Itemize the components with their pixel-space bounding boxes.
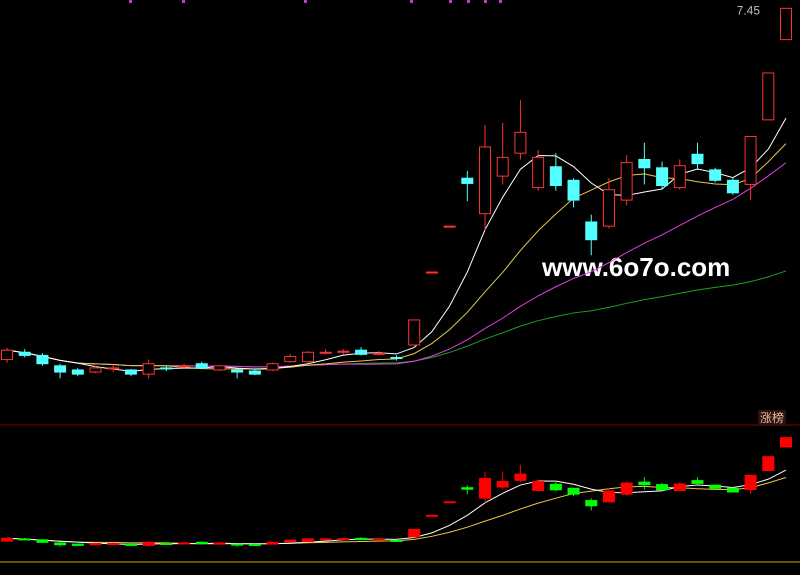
candle-body bbox=[620, 162, 633, 201]
candle-body bbox=[673, 165, 686, 189]
lower-candle-body bbox=[549, 483, 562, 491]
lower-candle-body bbox=[71, 543, 84, 546]
lower-candle-body bbox=[408, 528, 421, 538]
candle-body bbox=[54, 365, 67, 373]
lower-candle-body bbox=[248, 543, 261, 546]
lower-candle-body bbox=[54, 542, 67, 546]
lower-candle-body bbox=[1, 537, 13, 542]
lower-candle-body bbox=[567, 487, 580, 495]
lower-candle-body bbox=[390, 539, 403, 542]
candle-body bbox=[178, 365, 191, 368]
lower-candle-body bbox=[213, 542, 226, 545]
candle-body bbox=[18, 351, 31, 356]
candle-body bbox=[36, 354, 49, 365]
lower-candle-body bbox=[124, 543, 137, 546]
lower-candle-body bbox=[443, 501, 456, 504]
candle-body bbox=[284, 355, 297, 363]
lower-candle-body bbox=[638, 481, 651, 486]
candle-body bbox=[89, 367, 102, 373]
lower-candle-body bbox=[337, 538, 350, 541]
lower-candle-body bbox=[691, 480, 704, 484]
lower-candle-body bbox=[160, 543, 173, 546]
lower-candle-body bbox=[673, 483, 686, 491]
lower-candle-body bbox=[726, 487, 739, 493]
lower-candle-body bbox=[496, 481, 509, 488]
lower-candle-body bbox=[744, 474, 757, 491]
lower-candle-body bbox=[762, 456, 775, 471]
panel-label-box bbox=[758, 410, 786, 426]
lower-candle-body bbox=[656, 484, 669, 491]
candle-body bbox=[638, 158, 651, 169]
lower-candle-body bbox=[620, 482, 633, 495]
candle-body bbox=[301, 351, 314, 363]
lower-candle-body bbox=[266, 541, 279, 545]
candle-body bbox=[71, 369, 84, 375]
candle-body bbox=[762, 72, 775, 121]
panel-label: 涨榜 bbox=[760, 410, 784, 425]
lower-candle-body bbox=[178, 542, 191, 545]
candle-body bbox=[266, 363, 279, 371]
lower-candle-body bbox=[142, 541, 155, 546]
lower-candle-body bbox=[479, 477, 492, 499]
candle-body bbox=[425, 271, 438, 274]
candle-body bbox=[780, 7, 792, 41]
candle-body bbox=[195, 363, 208, 369]
candle-body bbox=[408, 319, 421, 346]
candle-body bbox=[248, 370, 261, 375]
candle-body bbox=[160, 367, 173, 370]
candle-body bbox=[691, 153, 704, 165]
candle-body bbox=[532, 156, 545, 189]
candle-body bbox=[355, 349, 368, 355]
candle-body bbox=[142, 363, 155, 375]
lower-candle-body bbox=[461, 487, 474, 490]
candle-body bbox=[213, 365, 226, 371]
lower-candle-body bbox=[89, 543, 102, 546]
top-markers bbox=[129, 0, 502, 3]
lower-candle-body bbox=[780, 437, 792, 448]
candle-body bbox=[124, 369, 137, 375]
candle-body bbox=[231, 369, 244, 373]
lower-candle-body bbox=[372, 538, 385, 541]
candle-body bbox=[514, 131, 527, 154]
lower-candle-body bbox=[301, 538, 314, 543]
lower-candle-body bbox=[425, 514, 438, 517]
lower-candle-body bbox=[319, 538, 332, 541]
candle-body bbox=[461, 177, 474, 184]
candle-body bbox=[709, 169, 722, 181]
price-label: 7.45 bbox=[737, 3, 761, 17]
lower-candle-body bbox=[107, 543, 120, 546]
candle-body bbox=[549, 166, 562, 187]
candle-body bbox=[443, 225, 456, 228]
candle-body bbox=[602, 189, 615, 227]
candle-body bbox=[390, 356, 403, 360]
lower-candle-body bbox=[36, 539, 49, 543]
candle-body bbox=[744, 136, 757, 185]
lower-candle-body bbox=[514, 473, 527, 481]
candle-body bbox=[479, 146, 492, 215]
lower-candle-body bbox=[18, 538, 31, 541]
candle-body bbox=[1, 349, 13, 361]
lower-candle-body bbox=[231, 543, 244, 546]
watermark: www.6o7o.com bbox=[541, 252, 730, 282]
candle-body bbox=[496, 156, 509, 177]
candle-body bbox=[107, 367, 120, 370]
lower-candle-body bbox=[585, 500, 598, 507]
lower-candle-body bbox=[355, 537, 368, 541]
lower-candle-body bbox=[284, 539, 297, 543]
lower-candle-body bbox=[709, 484, 722, 489]
lower-candle-body bbox=[602, 490, 615, 503]
candle-body bbox=[585, 221, 598, 241]
candle-body bbox=[656, 167, 669, 187]
candle-body bbox=[372, 352, 385, 355]
candle-body bbox=[319, 351, 332, 354]
candle-body bbox=[726, 179, 739, 194]
lower-candle-body bbox=[195, 541, 208, 545]
lower-candle-body bbox=[532, 481, 545, 491]
candle-body bbox=[567, 179, 580, 201]
candle-body bbox=[337, 350, 350, 353]
